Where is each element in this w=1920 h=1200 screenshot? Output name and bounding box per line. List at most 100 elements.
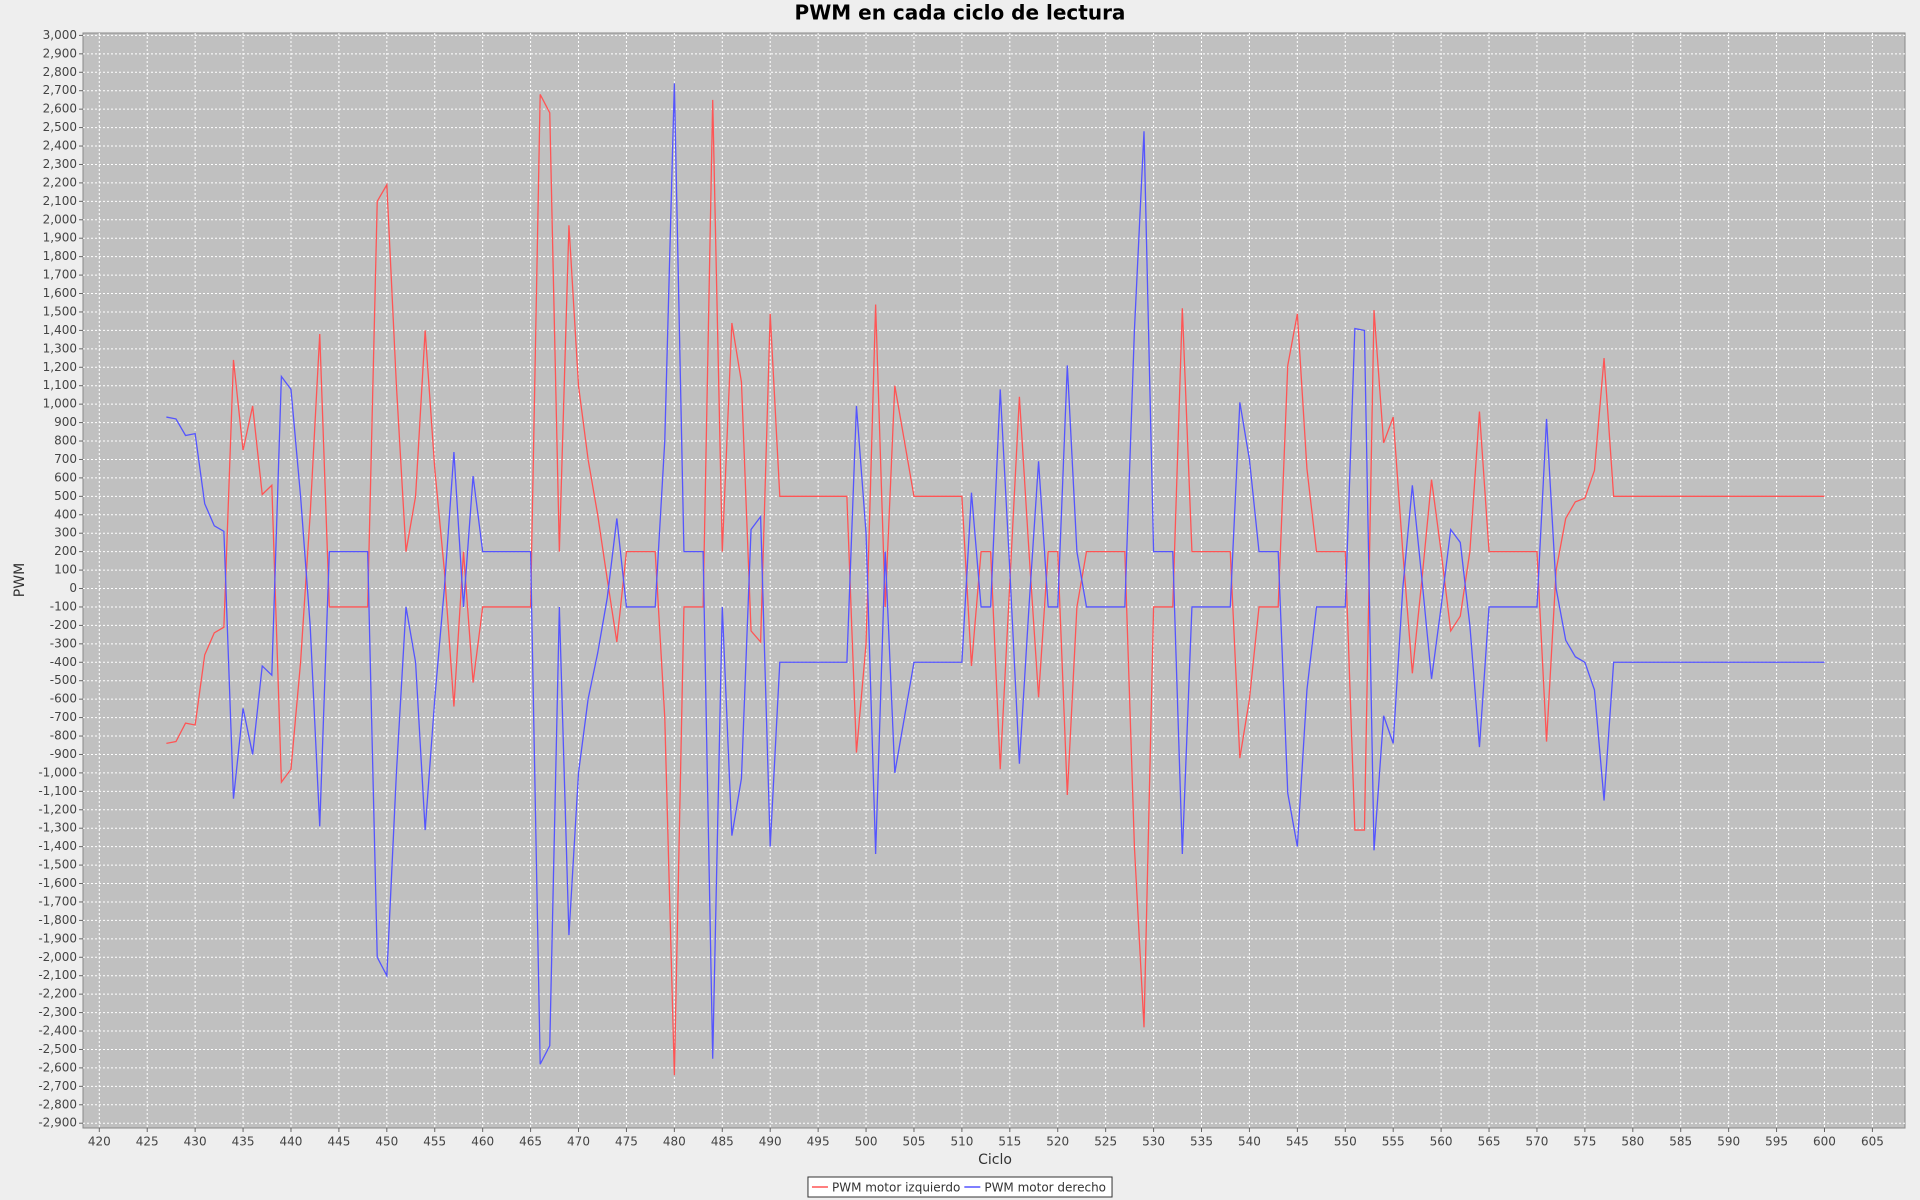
x-tick-label: 550 — [1334, 1135, 1357, 1149]
x-tick-label: 555 — [1382, 1135, 1405, 1149]
x-tick-label: 600 — [1813, 1135, 1836, 1149]
y-tick-label: -1,400 — [38, 839, 77, 853]
x-tick-label: 500 — [855, 1135, 878, 1149]
x-tick-label: 465 — [519, 1135, 542, 1149]
y-tick-label: 1,700 — [43, 268, 77, 282]
y-tick-label: -2,000 — [38, 950, 77, 964]
y-tick-label: 2,900 — [43, 46, 77, 60]
x-tick-label: 590 — [1717, 1135, 1740, 1149]
y-tick-label: 2,700 — [43, 83, 77, 97]
x-tick-label: 455 — [423, 1135, 446, 1149]
y-tick-label: -2,100 — [38, 968, 77, 982]
x-tick-label: 445 — [327, 1135, 350, 1149]
y-tick-label: -1,600 — [38, 876, 77, 890]
x-tick-label: 490 — [759, 1135, 782, 1149]
y-tick-label: -500 — [50, 673, 77, 687]
x-tick-label: 580 — [1621, 1135, 1644, 1149]
y-tick-label: 2,100 — [43, 194, 77, 208]
x-tick-label: 520 — [1046, 1135, 1069, 1149]
x-tick-label: 545 — [1286, 1135, 1309, 1149]
x-tick-label: 560 — [1430, 1135, 1453, 1149]
legend-box — [807, 1176, 1113, 1198]
x-tick-label: 530 — [1142, 1135, 1165, 1149]
y-tick-label: 300 — [54, 526, 77, 540]
y-tick-label: 2,200 — [43, 175, 77, 189]
chart-title: PWM en cada ciclo de lectura — [795, 1, 1126, 25]
y-tick-label: 2,000 — [43, 212, 77, 226]
y-tick-label: -1,000 — [38, 765, 77, 779]
x-tick-label: 495 — [807, 1135, 830, 1149]
x-tick-label: 585 — [1669, 1135, 1692, 1149]
y-tick-label: -2,200 — [38, 987, 77, 1001]
x-tick-label: 430 — [184, 1135, 207, 1149]
x-tick-label: 605 — [1861, 1135, 1884, 1149]
y-tick-label: 100 — [54, 563, 77, 577]
y-tick-label: -1,500 — [38, 858, 77, 872]
plot-area — [82, 32, 1906, 1129]
y-tick-label: 1,400 — [43, 323, 77, 337]
y-tick-label: 2,600 — [43, 102, 77, 116]
x-tick-label: 485 — [711, 1135, 734, 1149]
x-tick-label: 435 — [232, 1135, 255, 1149]
series-line — [166, 94, 1825, 1076]
y-tick-label: -900 — [50, 747, 77, 761]
legend: PWM motor izquierdo PWM motor derecho — [807, 1176, 1113, 1198]
x-tick-label: 440 — [280, 1135, 303, 1149]
y-tick-label: -800 — [50, 729, 77, 743]
y-tick-label: 1,800 — [43, 249, 77, 263]
x-tick-label: 425 — [136, 1135, 159, 1149]
x-tick-label: 420 — [88, 1135, 111, 1149]
x-tick-label: 480 — [663, 1135, 686, 1149]
y-tick-label: 1,000 — [43, 397, 77, 411]
y-tick-label: 600 — [54, 470, 77, 484]
y-tick-label: -300 — [50, 636, 77, 650]
y-tick-label: -2,800 — [38, 1097, 77, 1111]
legend-label: PWM motor derecho — [984, 1181, 1106, 1195]
y-tick-label: 1,600 — [43, 286, 77, 300]
x-tick-label: 450 — [375, 1135, 398, 1149]
y-tick-label: 800 — [54, 434, 77, 448]
y-tick-label: 400 — [54, 507, 77, 521]
y-tick-label: -400 — [50, 655, 77, 669]
y-tick-label: 200 — [54, 544, 77, 558]
y-tick-label: -1,200 — [38, 802, 77, 816]
x-tick-label: 575 — [1573, 1135, 1596, 1149]
y-tick-label: -100 — [50, 599, 77, 613]
y-tick-label: 3,000 — [43, 28, 77, 42]
y-tick-label: 1,200 — [43, 360, 77, 374]
y-tick-label: -2,600 — [38, 1060, 77, 1074]
x-tick-label: 565 — [1478, 1135, 1501, 1149]
y-tick-label: 700 — [54, 452, 77, 466]
y-tick-label: 0 — [69, 581, 77, 595]
y-tick-label: 2,500 — [43, 120, 77, 134]
y-tick-label: 1,300 — [43, 341, 77, 355]
x-tick-label: 475 — [615, 1135, 638, 1149]
x-tick-label: 470 — [567, 1135, 590, 1149]
x-tick-label: 595 — [1765, 1135, 1788, 1149]
y-tick-label: -1,700 — [38, 894, 77, 908]
y-tick-label: -2,900 — [38, 1116, 77, 1130]
y-tick-label: 500 — [54, 489, 77, 503]
y-axis-label: PWM — [12, 563, 28, 597]
y-tick-label: -2,700 — [38, 1079, 77, 1093]
y-tick-label: 1,500 — [43, 304, 77, 318]
x-tick-label: 460 — [471, 1135, 494, 1149]
y-tick-label: -1,800 — [38, 913, 77, 927]
x-tick-label: 535 — [1190, 1135, 1213, 1149]
x-tick-label: 505 — [903, 1135, 926, 1149]
legend-label: PWM motor izquierdo — [832, 1181, 960, 1195]
y-tick-label: -2,400 — [38, 1024, 77, 1038]
x-tick-label: 570 — [1526, 1135, 1549, 1149]
y-tick-label: 2,400 — [43, 139, 77, 153]
y-tick-label: 2,800 — [43, 65, 77, 79]
x-tick-label: 540 — [1238, 1135, 1261, 1149]
y-tick-label: -200 — [50, 618, 77, 632]
y-tick-label: -700 — [50, 710, 77, 724]
y-tick-label: 1,100 — [43, 378, 77, 392]
x-axis-label: Ciclo — [978, 1152, 1012, 1168]
y-tick-label: -1,100 — [38, 784, 77, 798]
y-tick-label: -2,300 — [38, 1005, 77, 1019]
y-tick-label: 2,300 — [43, 157, 77, 171]
y-tick-label: -2,500 — [38, 1042, 77, 1056]
